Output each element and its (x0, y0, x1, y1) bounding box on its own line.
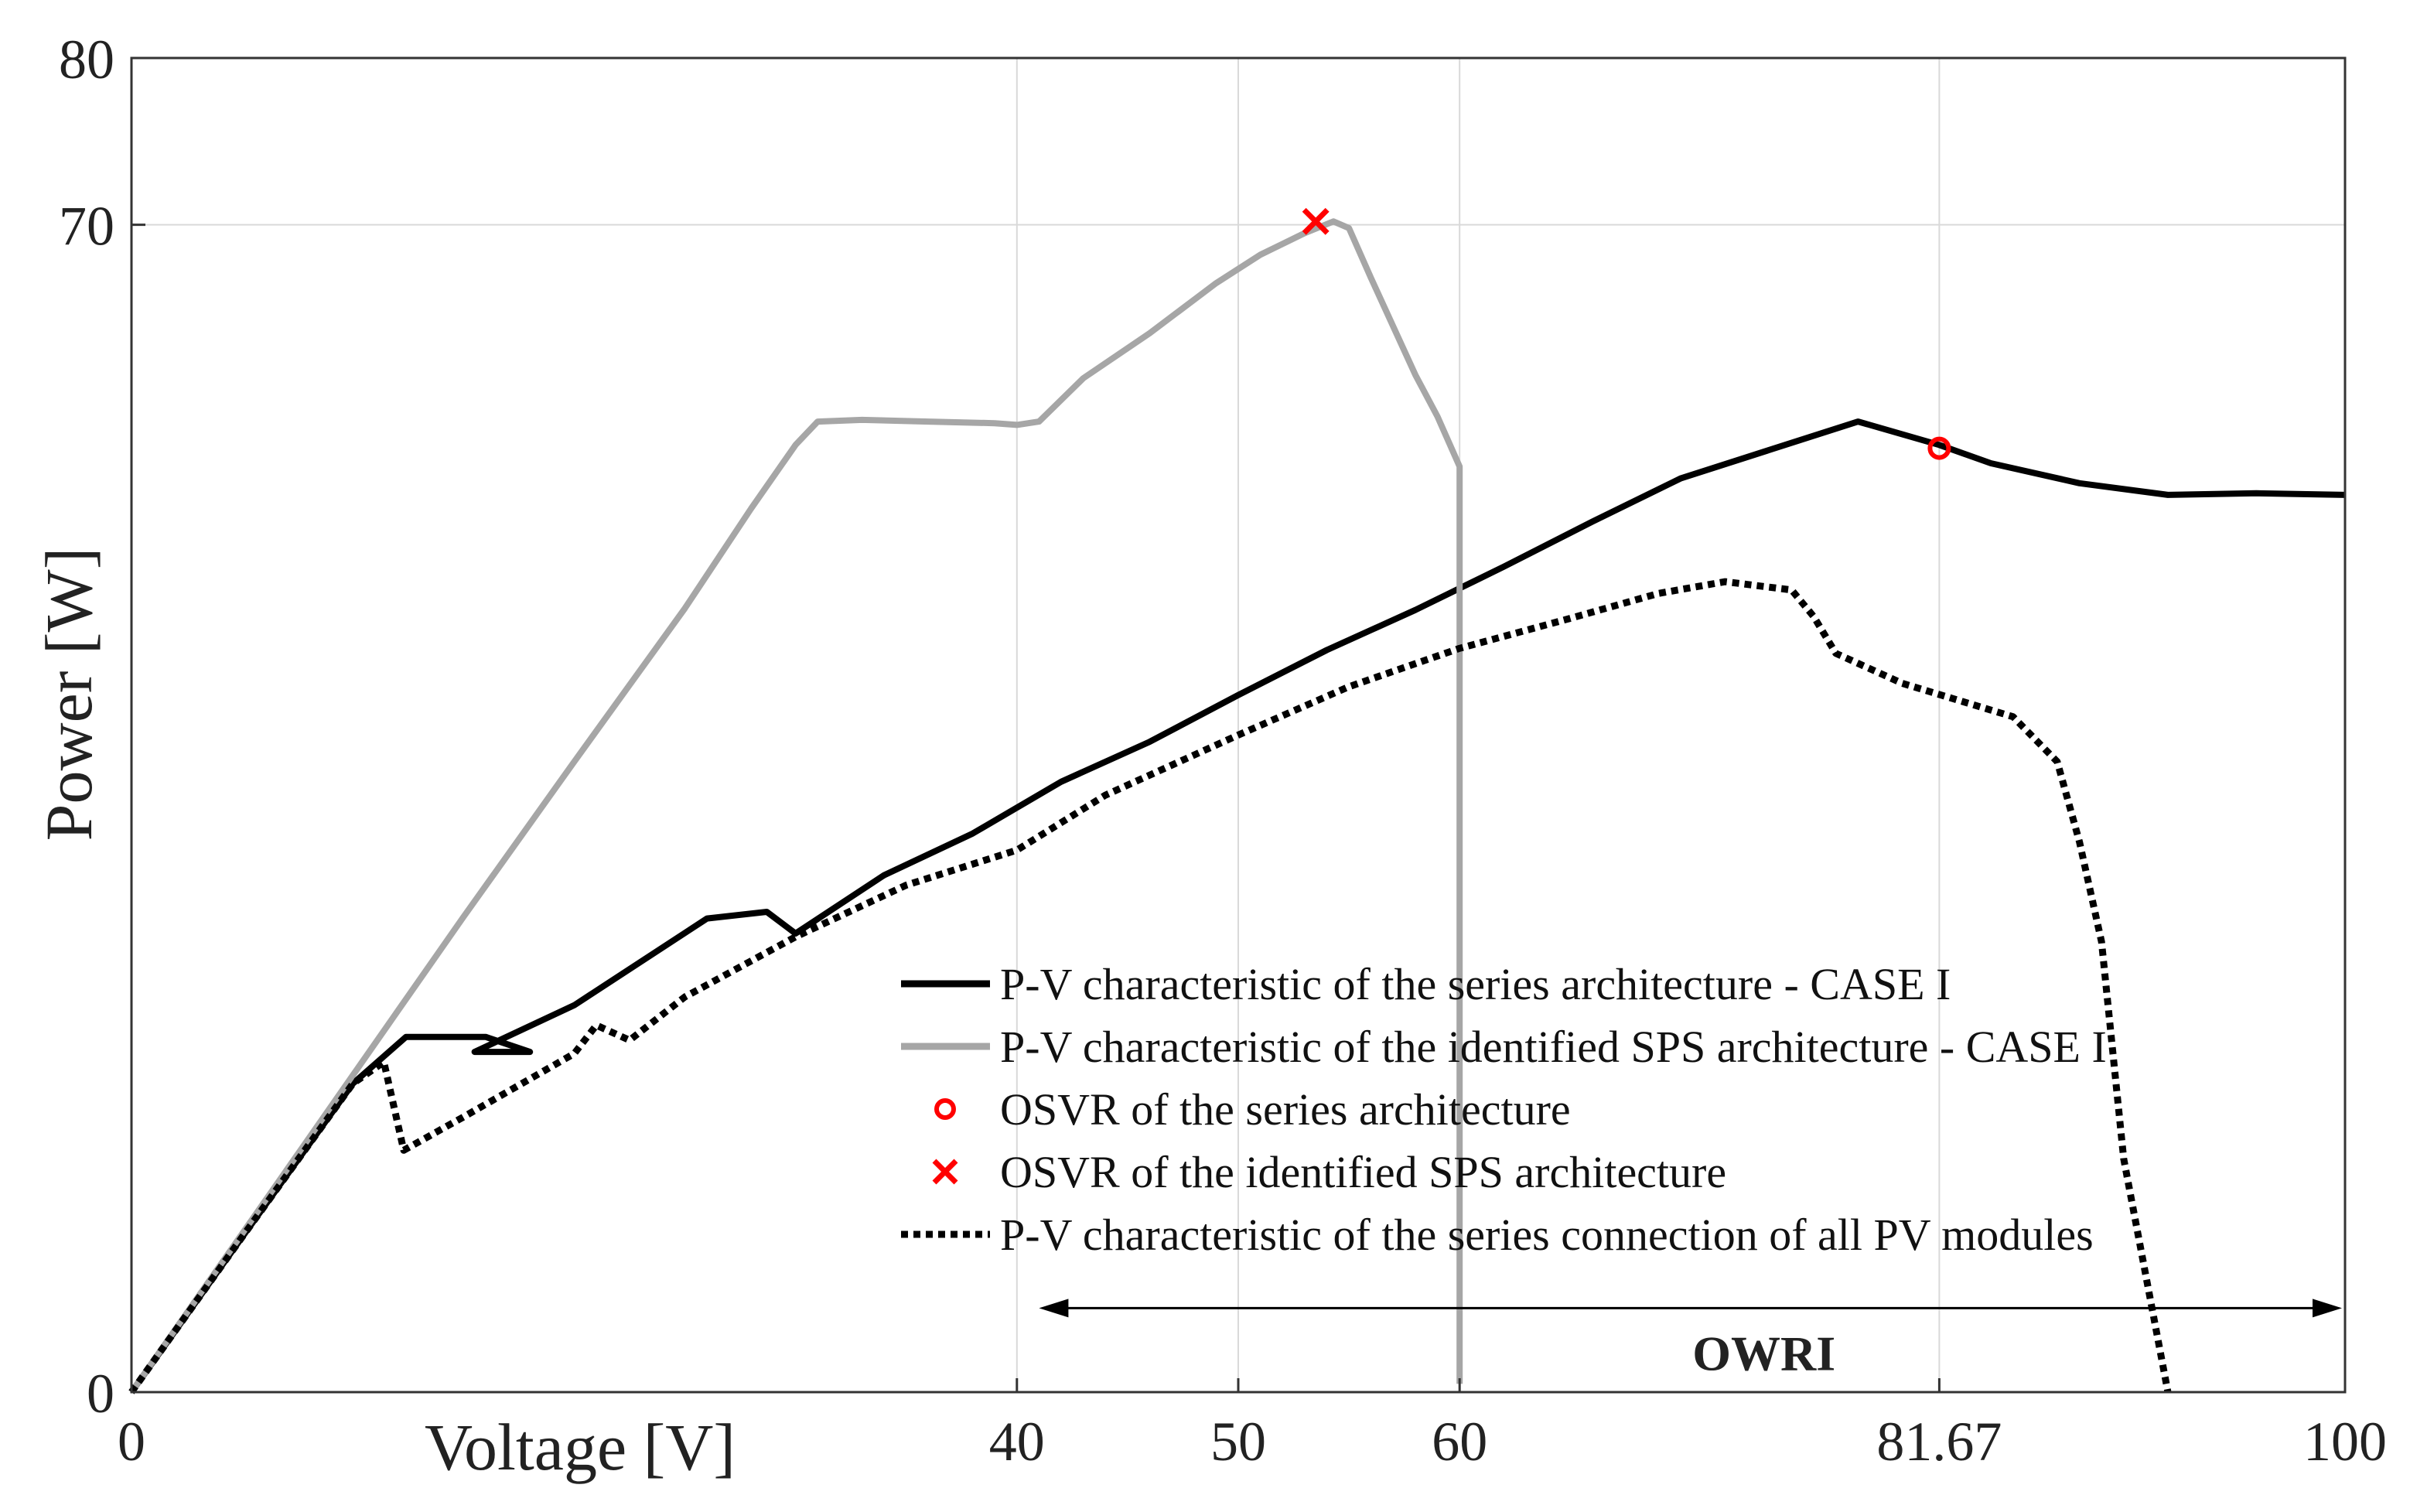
legend-item: P-V characteristic of the series connect… (901, 1210, 2094, 1260)
series-line-2 (128, 578, 2172, 1394)
x-tick-label: 100 (2303, 1411, 2387, 1473)
legend-label: P-V characteristic of the identified SPS… (1000, 1022, 2107, 1072)
legend-swatch (932, 1159, 958, 1185)
y-tick-label: 80 (59, 29, 114, 90)
annotation-layer: OWRI (1039, 1299, 2342, 1381)
x-tick-label: 60 (1432, 1411, 1487, 1473)
x-tick-label: 81.67 (1876, 1411, 2002, 1473)
legend-label: P-V characteristic of the series connect… (1000, 1210, 2094, 1260)
owri-label: OWRI (1692, 1326, 1835, 1381)
legend-label: OSVR of the series architecture (1000, 1084, 1571, 1135)
y-tick-label: 0 (87, 1363, 114, 1425)
marker-layer (1302, 207, 1951, 460)
y-axis-label: Power [W] (32, 548, 106, 841)
legend-label: OSVR of the identified SPS architecture (1000, 1147, 1726, 1197)
y-tick-label: 70 (59, 196, 114, 258)
x-axis-label: Voltage [V] (425, 1410, 736, 1484)
legend-swatch (934, 1098, 956, 1120)
x-tick-label: 40 (989, 1411, 1045, 1473)
tick-layer: 0 70 80 0 40 50 60 81.67 100 (59, 29, 2387, 1473)
legend-item: OSVR of the series architecture (934, 1084, 1571, 1135)
legend-item: P-V characteristic of the series archite… (901, 959, 1951, 1009)
legend: P-V characteristic of the series archite… (901, 959, 2107, 1260)
series-layer (128, 218, 2346, 1394)
series-line-1 (128, 218, 1463, 1394)
x-tick-label: 0 (118, 1411, 145, 1473)
legend-item: OSVR of the identified SPS architecture (932, 1147, 1726, 1197)
owri-arrowhead-right (2313, 1299, 2342, 1318)
series-line-0 (128, 418, 2346, 1394)
marker-osvr-sps (1302, 207, 1330, 235)
owri-arrowhead-left (1039, 1299, 1069, 1318)
marker-osvr-series (1927, 436, 1951, 460)
legend-label: P-V characteristic of the series archite… (1000, 959, 1951, 1009)
legend-item: P-V characteristic of the identified SPS… (901, 1022, 2107, 1072)
x-tick-label: 50 (1210, 1411, 1266, 1473)
